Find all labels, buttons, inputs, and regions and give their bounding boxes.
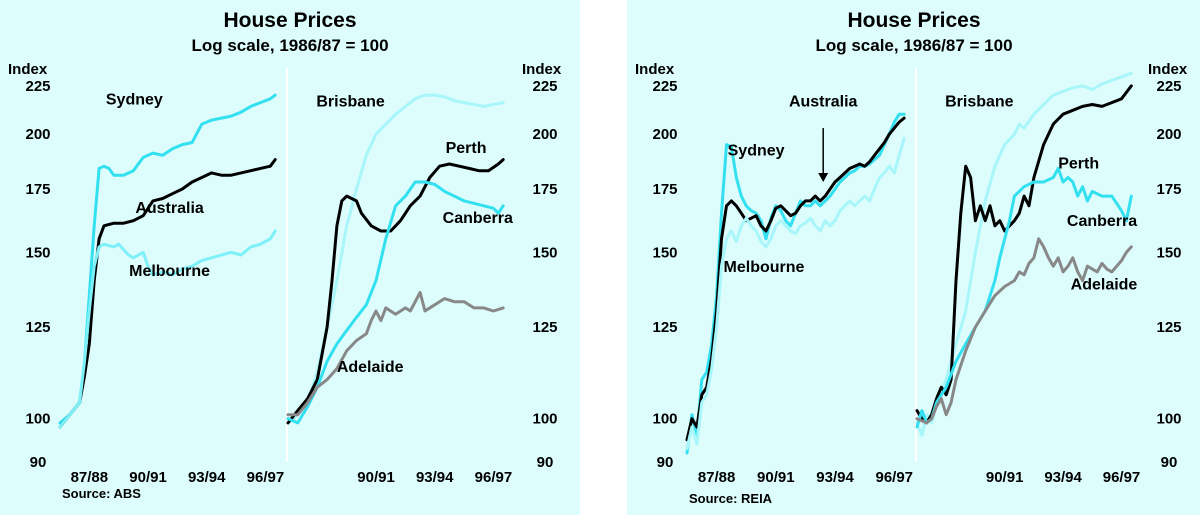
series-label-melbourne: Melbourne [724,259,805,276]
y-tick-label: 225 [1156,78,1181,95]
y-axis-unit-left: Index [8,61,48,78]
series-line-canberra [286,180,505,425]
series-label-adelaide: Adelaide [337,359,404,376]
y-tick-label: 125 [25,319,50,336]
x-tick-label: 93/94 [816,469,854,486]
y-tick-label: 125 [1156,319,1181,336]
y-tick-label: 90 [30,454,47,471]
series-label-australia: Australia [135,200,204,217]
y-tick-label: 150 [532,244,557,261]
series-label-melbourne: Melbourne [129,263,210,280]
y-tick-label: 90 [1161,454,1178,471]
series-line-canberra [915,166,1133,429]
series-line-melbourne [685,136,906,450]
plot-area: 87/88 90/91 93/94 96/97 Sydney Australia Melbo… [58,68,513,486]
panel-right: 90/91 93/94 96/97 Brisbane Perth Canberra Adel… [915,71,1141,486]
y-tick-labels-right: 225 200 175 150 125 100 90 [532,78,557,471]
series-line-melbourne [58,229,277,429]
y-tick-label: 225 [25,78,50,95]
y-axis-unit-right: Index [522,61,562,78]
y-tick-label: 225 [652,78,677,95]
y-tick-label: 100 [1156,411,1181,428]
y-axis-unit-right: Index [1148,61,1188,78]
x-tick-label: 87/88 [698,469,736,486]
house-prices-chart-reia: House Prices Log scale, 1986/87 = 100 In… [627,0,1200,515]
chart-background [627,0,1200,515]
series-label-perth: Perth [1058,155,1099,172]
chart-title: House Prices [223,9,356,32]
y-tick-labels-right: 225 200 175 150 125 100 90 [1156,78,1181,471]
x-tick-label: 90/91 [129,469,167,486]
y-tick-label: 125 [532,319,557,336]
y-tick-label: 100 [25,411,50,428]
series-label-sydney: Sydney [106,92,163,109]
y-tick-label: 100 [652,411,677,428]
panel-left: 87/88 90/91 93/94 96/97 Sydney Australia Melbo… [685,93,913,486]
series-label-brisbane: Brisbane [945,93,1014,110]
source-note: Source: REIA [689,491,773,506]
series-line-adelaide [915,237,1133,425]
x-tick-label: 93/94 [188,469,226,486]
series-label-brisbane: Brisbane [316,93,385,110]
x-tick-label: 87/88 [71,469,109,486]
series-label-australia: Australia [789,93,858,110]
x-tick-label: 93/94 [416,469,454,486]
chart-background [0,0,580,515]
chart-subtitle: Log scale, 1986/87 = 100 [191,36,388,55]
y-tick-labels-left: 225 200 175 150 125 100 90 [25,78,50,471]
series-line-australia [58,158,277,429]
x-tick-label: 90/91 [757,469,795,486]
panel-left: 87/88 90/91 93/94 96/97 Sydney Australia Melbo… [58,92,285,486]
series-label-adelaide: Adelaide [1071,277,1138,294]
y-axis-unit-left: Index [635,61,675,78]
x-tick-label: 93/94 [1044,469,1082,486]
plot-area: 87/88 90/91 93/94 96/97 Sydney Australia Melbo… [685,68,1141,486]
y-tick-label: 90 [657,454,674,471]
x-tick-label: 96/97 [875,469,913,486]
series-label-sydney: Sydney [728,142,785,159]
source-note: Source: ABS [62,486,141,501]
y-tick-label: 175 [652,181,677,198]
x-tick-label: 90/91 [986,469,1024,486]
y-tick-label: 150 [25,244,50,261]
series-line-perth [286,158,505,425]
x-tick-label: 96/97 [475,469,513,486]
y-tick-label: 200 [25,126,50,143]
house-prices-chart-abs: House Prices Log scale, 1986/87 = 100 In… [0,0,580,515]
chart-svg-reia: House Prices Log scale, 1986/87 = 100 In… [627,0,1200,515]
chart-svg-abs: House Prices Log scale, 1986/87 = 100 In… [0,0,580,515]
chart-subtitle: Log scale, 1986/87 = 100 [815,36,1012,55]
series-label-canberra: Canberra [443,210,513,227]
y-tick-label: 175 [1156,181,1181,198]
y-tick-label: 175 [25,181,50,198]
chart-title: House Prices [847,9,980,32]
series-label-canberra: Canberra [1067,213,1137,230]
x-tick-label: 90/91 [357,469,395,486]
y-tick-label: 150 [652,244,677,261]
series-line-sydney [58,93,277,425]
y-tick-label: 90 [537,454,554,471]
panel-right: 90/91 93/94 96/97 Brisbane Perth Canberra Adel… [286,93,513,486]
y-tick-label: 200 [652,126,677,143]
y-tick-label: 225 [532,78,557,95]
series-label-perth: Perth [446,140,487,157]
y-tick-labels-left: 225 200 175 150 125 100 90 [652,78,677,471]
y-tick-label: 200 [1156,126,1181,143]
x-tick-label: 96/97 [1103,469,1141,486]
annotation-arrowhead [818,173,829,183]
y-tick-label: 125 [652,319,677,336]
y-tick-label: 100 [532,411,557,428]
series-line-adelaide [286,291,505,417]
series-line-australia [685,116,906,442]
y-tick-label: 175 [532,181,557,198]
x-tick-label: 96/97 [247,469,285,486]
y-tick-label: 200 [532,126,557,143]
y-tick-label: 150 [1156,244,1181,261]
